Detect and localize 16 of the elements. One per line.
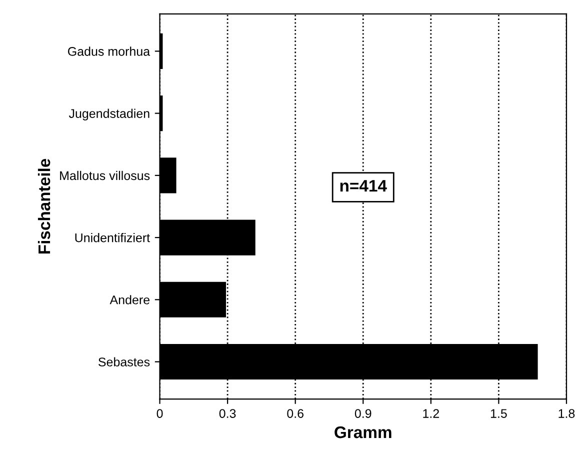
y-tick-label: Jugendstadien bbox=[68, 108, 150, 120]
x-axis-title: Gramm bbox=[334, 426, 392, 438]
y-tick-label: Mallotus villosus bbox=[60, 170, 150, 180]
y-tick-label: Andere bbox=[110, 295, 150, 304]
x-tick-label: 0 bbox=[156, 409, 163, 418]
x-tick-label: 1.2 bbox=[423, 409, 439, 418]
y-tick-label: Sebastes bbox=[98, 357, 150, 366]
y-tick-label: Gadus morhua bbox=[68, 46, 150, 56]
x-tick-label: 1.5 bbox=[490, 409, 507, 418]
x-tick-label: 0.6 bbox=[287, 409, 304, 418]
y-axis-title: Fischanteile bbox=[38, 158, 50, 254]
y-tick-label: Unidentifiziert bbox=[75, 233, 150, 242]
annotation: n=414 bbox=[340, 180, 387, 192]
x-tick-label: 0.9 bbox=[354, 409, 372, 418]
x-tick-label: 1.8 bbox=[558, 409, 575, 418]
x-tick-label: 0.3 bbox=[219, 409, 236, 418]
